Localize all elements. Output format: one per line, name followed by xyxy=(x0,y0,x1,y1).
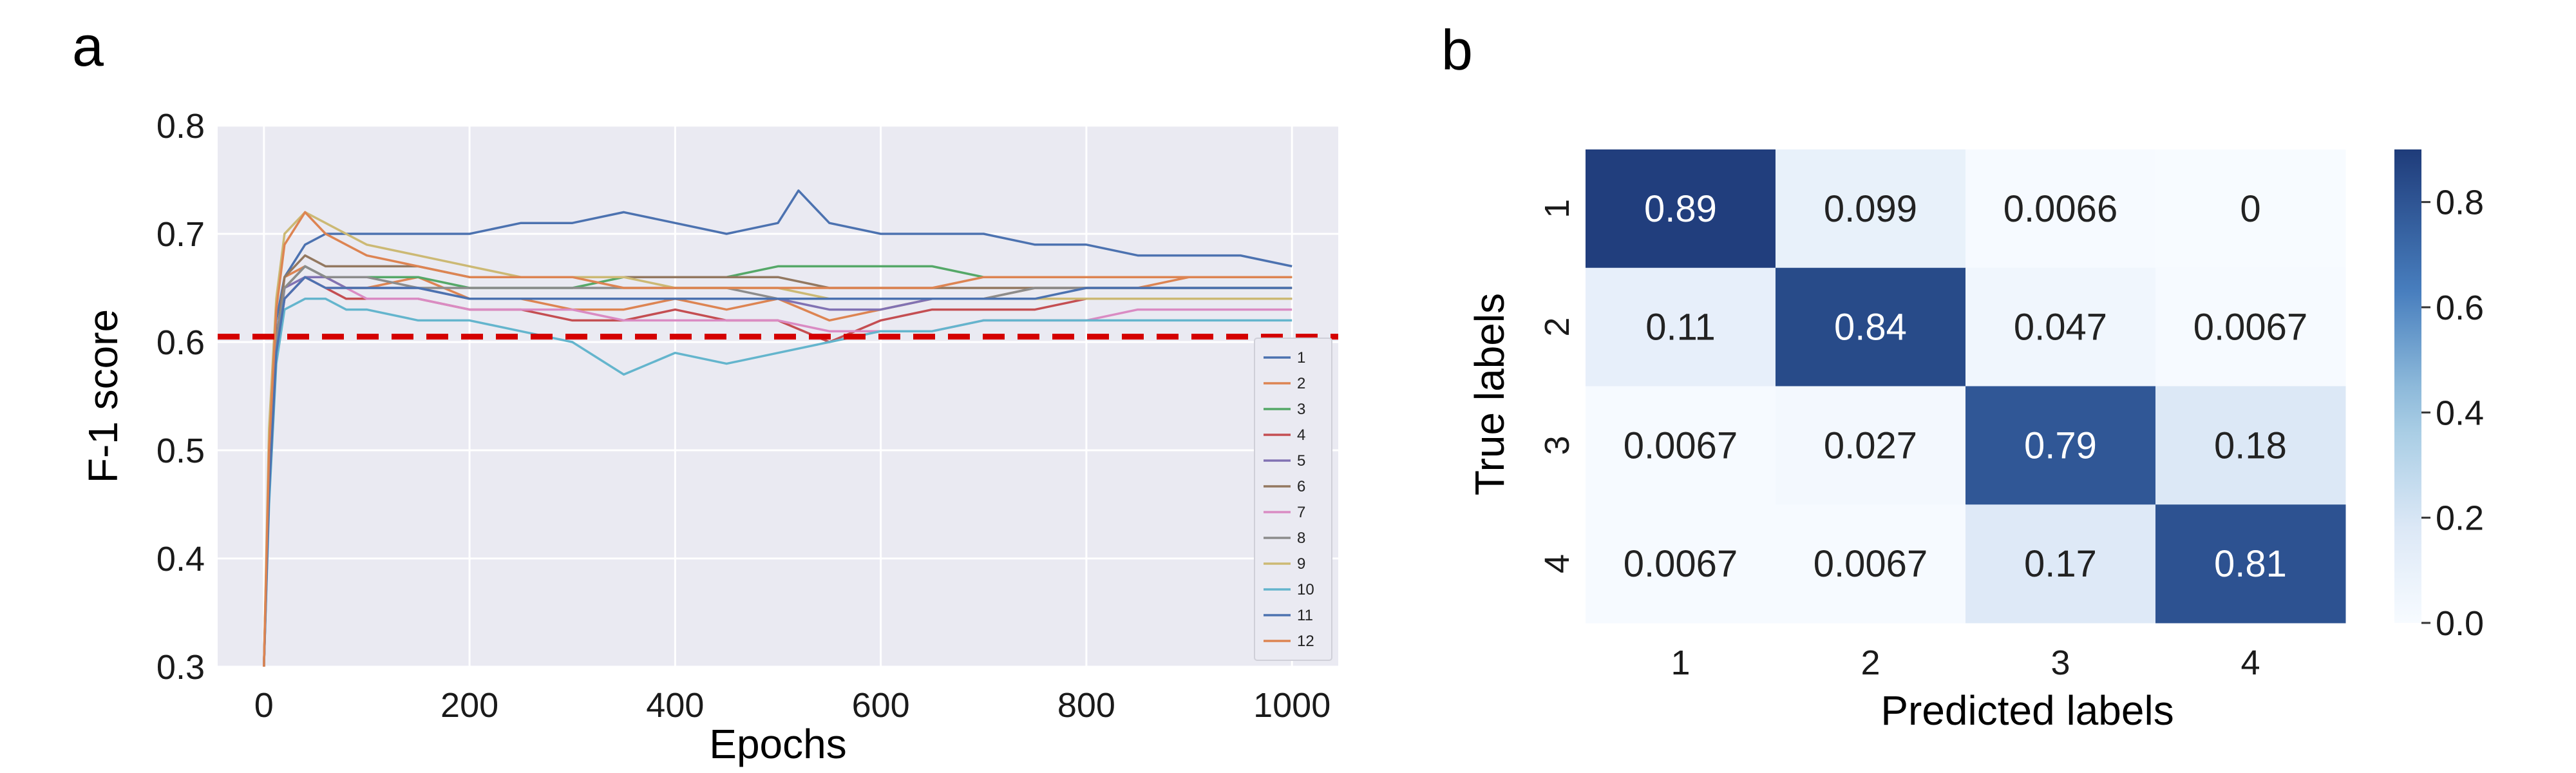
heatmap-cell-label: 0.0067 xyxy=(2193,307,2307,348)
x-tick-labels: 1 2 3 4 xyxy=(1671,644,2260,682)
heatmap-cell-label: 0.027 xyxy=(1824,425,1917,466)
legend-label: 4 xyxy=(1297,426,1305,444)
y-axis-label: True labels xyxy=(1466,293,1513,495)
heatmap-cell-label: 0.0066 xyxy=(2003,188,2117,230)
heatmap-cell xyxy=(1776,149,1966,269)
heatmap-cells: 0.89 0.099 0.0066 0 0.11 0.84 0.047 0.0067 0.006… xyxy=(1586,149,2346,624)
y-tick-label: 0.3 xyxy=(156,648,205,687)
y-tick-label: 0.6 xyxy=(156,323,205,362)
x-axis-label: Predicted labels xyxy=(1880,687,2174,734)
heatmap-cell-label: 0.79 xyxy=(2024,425,2097,466)
legend-label: 7 xyxy=(1297,504,1305,521)
y-tick-label: 2 xyxy=(1538,318,1577,337)
heatmap-cell xyxy=(1586,504,1776,624)
heatmap-cell-label: 0.0067 xyxy=(1624,425,1738,466)
line-chart-panel: 0 200 400 600 800 1000 0.3 0.4 0.5 0.6 0.7 0.8 Epo… xyxy=(80,107,1338,767)
series-line-12 xyxy=(263,211,1293,667)
x-tick-label: 4 xyxy=(2240,644,2260,682)
legend-label: 2 xyxy=(1297,375,1305,392)
heatmap-panel: 0.89 0.099 0.0066 00.11 0.84 0.047 0.00670.006… xyxy=(1466,149,2484,734)
heatmap-cell xyxy=(1586,386,1776,505)
colorbar-tick-label: 0.6 xyxy=(2436,289,2484,327)
x-tick-label: 800 xyxy=(1057,686,1115,725)
colorbar-tick-label: 0.2 xyxy=(2436,499,2484,538)
legend-label: 1 xyxy=(1297,349,1305,367)
y-tick-labels: 1 2 3 4 xyxy=(1538,199,1577,573)
x-tick-label: 200 xyxy=(440,686,498,725)
heatmap-cell-label: 0.17 xyxy=(2024,543,2097,585)
legend-label: 12 xyxy=(1297,633,1314,650)
x-tick-label: 1 xyxy=(1671,644,1690,682)
legend-label: 9 xyxy=(1297,555,1305,573)
heatmap-cell-label: 0 xyxy=(2240,188,2260,230)
heatmap-cell xyxy=(2155,386,2346,505)
heatmap-cell xyxy=(1965,504,2156,624)
heatmap-cell xyxy=(1776,504,1966,624)
legend-label: 6 xyxy=(1297,478,1305,495)
heatmap-cell-label: 0.84 xyxy=(1834,307,1907,348)
heatmap-cell xyxy=(1776,267,1966,386)
heatmap-cell-label: 0.81 xyxy=(2214,543,2287,585)
colorbar xyxy=(2394,149,2421,623)
heatmap-cell-label: 0.099 xyxy=(1824,188,1917,230)
series-line-9 xyxy=(263,211,1293,667)
y-tick-label: 4 xyxy=(1538,554,1577,573)
colorbar-ticks: 0.0 0.2 0.4 0.6 0.8 xyxy=(2421,184,2484,643)
x-axis-label: Epochs xyxy=(709,721,846,767)
panel-a-letter: a xyxy=(72,14,104,78)
heatmap-cell-label: 0.11 xyxy=(1645,307,1716,348)
series-line-11 xyxy=(263,276,1293,667)
y-tick-label: 1 xyxy=(1538,199,1577,218)
plot-area xyxy=(218,126,1338,667)
heatmap-cell xyxy=(2155,504,2346,624)
heatmap-cell-label: 0.047 xyxy=(2014,307,2107,348)
y-tick-label: 0.5 xyxy=(156,432,205,470)
x-tick-label: 1000 xyxy=(1253,686,1331,725)
colorbar-tick-label: 0.0 xyxy=(2436,604,2484,643)
heatmap-cell xyxy=(1586,149,1776,269)
series-line-1 xyxy=(263,189,1293,667)
y-tick-label: 0.7 xyxy=(156,215,205,254)
heatmap-cell xyxy=(1965,267,2156,386)
legend-label: 5 xyxy=(1297,452,1305,470)
heatmap-cell xyxy=(1776,386,1966,505)
heatmap-cell xyxy=(1965,386,2156,505)
colorbar-tick-label: 0.8 xyxy=(2436,184,2484,222)
heatmap-cell xyxy=(2155,149,2346,269)
heatmap-cell xyxy=(2155,267,2346,386)
y-tick-labels: 0.3 0.4 0.5 0.6 0.7 0.8 xyxy=(156,107,205,687)
heatmap-cell-label: 0.0067 xyxy=(1624,543,1738,585)
x-tick-label: 3 xyxy=(2050,644,2070,682)
legend-label: 11 xyxy=(1297,607,1313,624)
heatmap-cell-label: 0.18 xyxy=(2214,425,2287,466)
colorbar-tick-label: 0.4 xyxy=(2436,394,2484,432)
series-line-10 xyxy=(263,298,1293,667)
heatmap-cell-label: 0.0067 xyxy=(1814,543,1927,585)
legend-label: 10 xyxy=(1297,581,1314,598)
x-tick-label: 400 xyxy=(646,686,704,725)
heatmap-cell-label: 0.89 xyxy=(1644,188,1717,230)
y-tick-label: 3 xyxy=(1538,435,1577,455)
heatmap-cell xyxy=(1586,267,1776,386)
x-tick-labels: 0 200 400 600 800 1000 xyxy=(254,686,1331,725)
legend-label: 8 xyxy=(1297,530,1305,547)
x-tick-label: 600 xyxy=(852,686,910,725)
panel-b-letter: b xyxy=(1441,18,1473,82)
heatmap-cell xyxy=(1965,149,2156,269)
y-axis-label: F-1 score xyxy=(80,309,126,483)
y-tick-label: 0.4 xyxy=(156,540,205,578)
legend-label: 3 xyxy=(1297,401,1305,418)
legend-box xyxy=(1254,338,1332,661)
x-tick-label: 0 xyxy=(254,686,274,725)
series-lines xyxy=(263,189,1293,667)
y-tick-label: 0.8 xyxy=(156,107,205,146)
x-tick-label: 2 xyxy=(1861,644,1880,682)
